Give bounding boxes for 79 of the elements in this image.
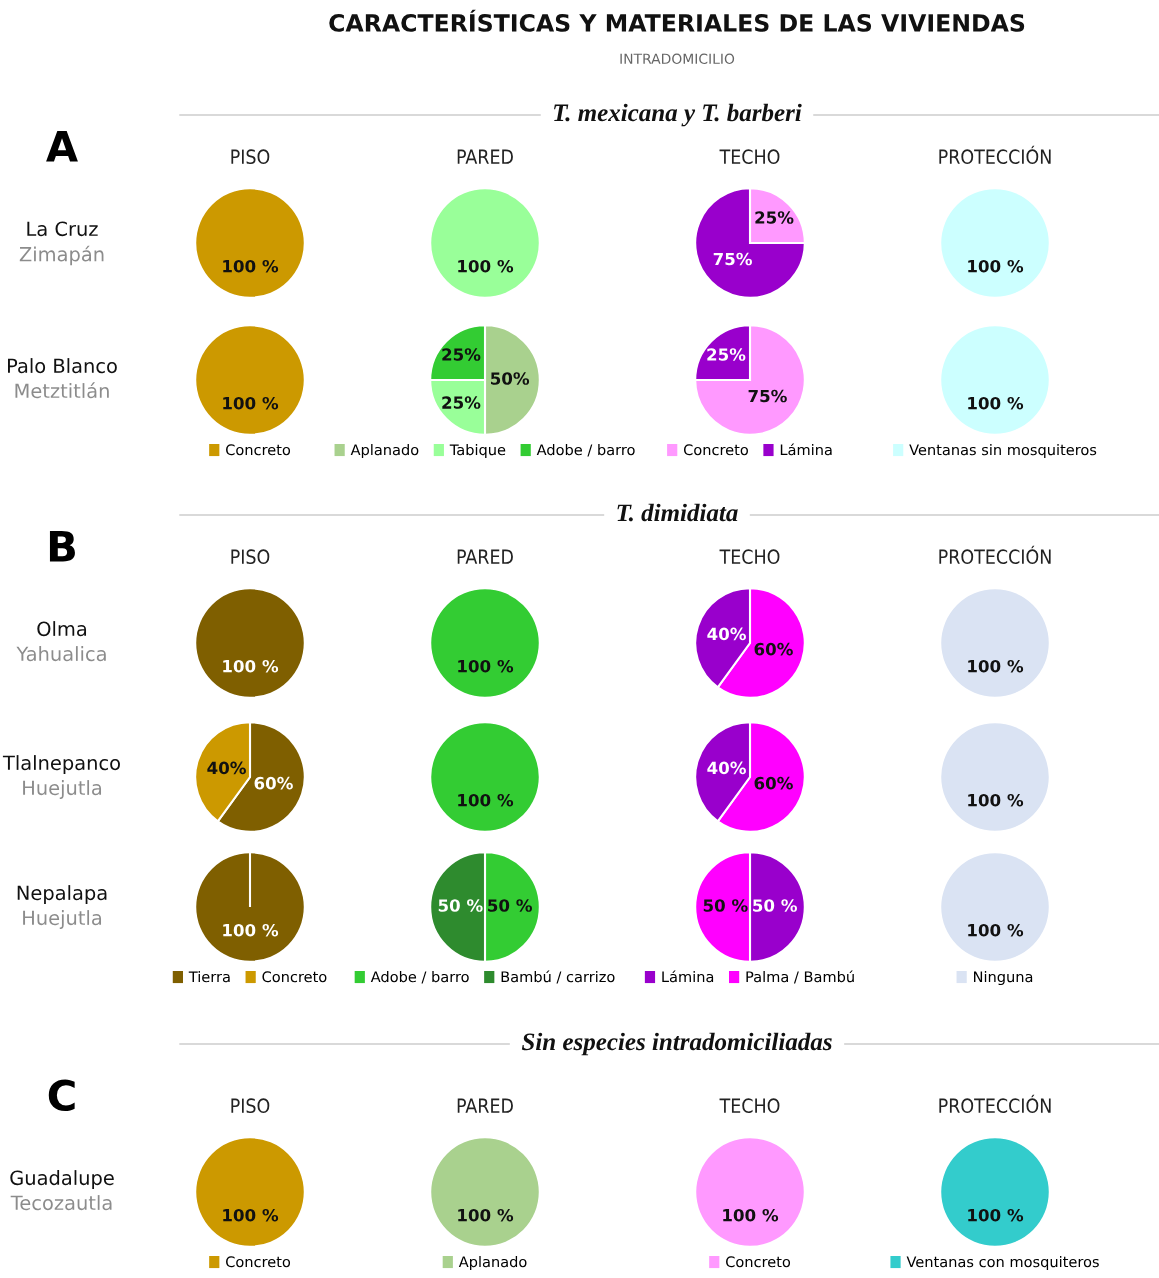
data-label: 100 % <box>458 1208 514 1222</box>
legend-label: Ventanas sin mosquiteros <box>909 443 1097 459</box>
data-label: 100 % <box>968 659 1024 673</box>
data-label: 100 % <box>968 923 1024 937</box>
chart-title: PARED <box>457 549 513 564</box>
data-label: 100 % <box>223 1208 279 1222</box>
chart-title: PISO <box>231 149 270 165</box>
text: Palo Blanco Metztitlán <box>8 358 117 399</box>
text: T. mexicana y T. barberi <box>554 103 802 127</box>
text: Sin especies intradomiciliadas <box>521 1032 832 1056</box>
data-label: 50 % <box>438 899 483 912</box>
data-label: 100 % <box>968 396 1024 410</box>
data-label: 40% <box>707 761 746 775</box>
legend-label: Concreto <box>226 444 291 456</box>
data-label: 25% <box>442 396 481 409</box>
data-label: 25% <box>442 348 481 361</box>
text: Guadalupe Tecozautla <box>10 1170 114 1211</box>
legend-label: Ventanas con mosquiteros <box>906 1255 1099 1271</box>
data-label: 100 % <box>458 659 514 673</box>
data-label: 60% <box>254 776 293 790</box>
data-label: 100 % <box>458 259 514 273</box>
data-label: 25% <box>755 211 794 224</box>
chart-title: PROTECCIÓN <box>939 1094 1051 1114</box>
legend-label: Lámina <box>662 970 714 983</box>
data-label: 25% <box>707 348 746 361</box>
data-label: 60% <box>754 642 793 656</box>
chart-title: PARED <box>457 1098 513 1113</box>
legend-label: Concreto <box>683 444 748 456</box>
legend-label: Ninguna <box>974 970 1033 986</box>
data-label: 100 % <box>223 923 279 937</box>
text: INTRADOMICILIO <box>620 53 735 65</box>
chart-title: TECHO <box>719 149 780 165</box>
chart-title: PROTECCIÓN <box>939 145 1051 165</box>
data-label: 40% <box>207 761 246 775</box>
text: C <box>48 1079 75 1112</box>
pie-slice <box>694 324 806 436</box>
data-label: 50 % <box>703 899 748 912</box>
chart-title: TECHO <box>719 1098 780 1114</box>
data-label: 50 % <box>488 899 532 912</box>
data-label: 75% <box>748 389 787 403</box>
data-label: 50% <box>491 372 530 385</box>
text: Nepalapa Huejutla <box>17 885 107 929</box>
data-label: 100 % <box>223 396 279 410</box>
chart-title: PARED <box>457 149 513 164</box>
legend-label: Tabique <box>449 443 506 459</box>
data-label: 100 % <box>968 1208 1024 1222</box>
text: T. dimidiata <box>617 503 738 522</box>
chart-title: TECHO <box>719 549 780 565</box>
data-label: 100 % <box>968 793 1024 807</box>
text: Olma Yahualica <box>16 621 106 662</box>
legend-label: Concreto <box>226 1256 291 1268</box>
data-label: 100 % <box>968 259 1024 273</box>
legend-label: Lámina <box>780 443 832 456</box>
data-label: 100 % <box>223 659 279 673</box>
text: A <box>46 131 78 162</box>
data-label: 60% <box>754 776 793 790</box>
data-label: 50 % <box>753 899 797 912</box>
text: Tlalnepanco Huejutla <box>2 755 120 799</box>
chart-title: PROTECCIÓN <box>939 545 1051 565</box>
legend-label: Aplanado <box>458 1255 527 1271</box>
data-label: 75% <box>713 252 752 266</box>
legend-label: Concreto <box>262 971 327 983</box>
legend-label: Tierra <box>188 970 230 983</box>
data-label: 100 % <box>723 1208 779 1222</box>
text: B <box>49 531 75 562</box>
legend-label: Adobe / barro <box>536 443 635 457</box>
legend-label: Palma / Bambú <box>746 970 854 984</box>
legend-label: Bambú / carrizo <box>501 970 615 984</box>
text: CARACTERÍSTICAS Y MATERIALES DE LAS VIVIENDAS <box>329 9 1025 32</box>
legend-label: Aplanado <box>350 443 419 459</box>
chart-title: PISO <box>231 1098 270 1114</box>
data-label: 40% <box>707 627 746 641</box>
legend-label: Concreto <box>726 1256 791 1268</box>
chart-title: PISO <box>231 549 270 565</box>
data-label: 100 % <box>458 793 514 807</box>
legend-label: Adobe / barro <box>370 970 469 984</box>
text: La Cruz Zimapán <box>19 221 104 266</box>
pie-slice <box>694 187 806 299</box>
data-label: 100 % <box>223 259 279 273</box>
